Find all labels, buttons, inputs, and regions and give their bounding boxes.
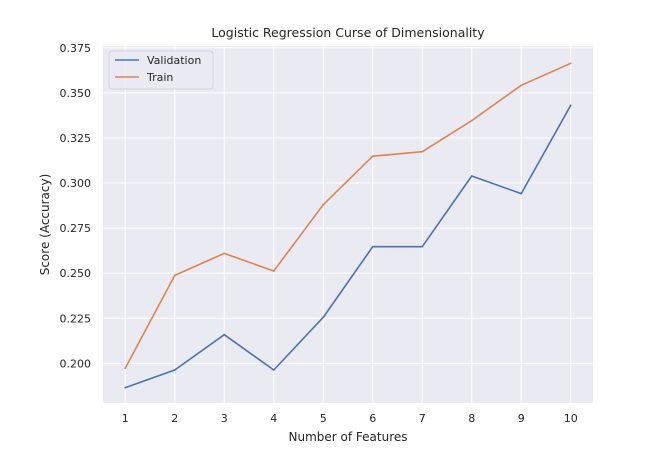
- legend-label: Train: [146, 71, 173, 84]
- y-tick-label: 0.225: [60, 312, 92, 325]
- y-tick-label: 0.375: [60, 42, 92, 55]
- x-tick-label: 9: [518, 412, 525, 425]
- data-point: [569, 104, 572, 107]
- x-tick-label: 1: [122, 412, 129, 425]
- series-train: [124, 62, 572, 370]
- data-point: [421, 245, 424, 248]
- data-point: [470, 175, 473, 177]
- y-tick-labels: 0.200 0.225 0.250 0.275 0.300 0.325 0.350 0.375: [60, 42, 92, 371]
- x-gridlines: [124, 46, 572, 403]
- y-tick-label: 0.200: [60, 357, 92, 370]
- y-tick-label: 0.350: [60, 87, 92, 100]
- y-tick-label: 0.250: [60, 267, 92, 280]
- series-line: [124, 62, 572, 369]
- data-point: [371, 245, 374, 248]
- x-tick-label: 4: [270, 412, 277, 425]
- data-point: [223, 252, 226, 255]
- data-point: [124, 367, 127, 370]
- y-tick-label: 0.325: [60, 132, 92, 145]
- y-tick-label: 0.275: [60, 222, 92, 235]
- x-tick-label: 3: [221, 412, 228, 425]
- y-tick-label: 0.300: [60, 177, 92, 190]
- data-point: [371, 155, 374, 158]
- x-tick-labels: 1 2 3 4 5 6 7 8 9 10: [122, 412, 578, 425]
- x-tick-label: 6: [369, 412, 376, 425]
- series-validation: [124, 104, 572, 389]
- legend: Validation Train: [108, 50, 214, 90]
- plot-area: [103, 46, 593, 403]
- x-axis-label: Number of Features: [289, 430, 408, 444]
- data-point: [322, 203, 325, 206]
- data-point: [520, 192, 523, 195]
- chart-title: Logistic Regression Curse of Dimensional…: [211, 25, 485, 40]
- data-point: [569, 62, 572, 65]
- series-line: [125, 104, 572, 389]
- x-tick-label: 7: [419, 412, 426, 425]
- legend-label: Validation: [147, 54, 201, 67]
- x-tick-label: 5: [320, 412, 327, 425]
- data-point: [173, 369, 176, 371]
- x-tick-label: 2: [171, 412, 178, 425]
- data-point: [322, 316, 325, 319]
- data-point: [173, 274, 176, 277]
- data-point: [272, 270, 275, 272]
- x-tick-label: 10: [564, 412, 578, 425]
- data-point: [272, 369, 275, 371]
- series-layer: [124, 62, 572, 389]
- data-point: [520, 84, 523, 87]
- data-point: [421, 150, 424, 153]
- data-point: [470, 119, 473, 122]
- data-point: [124, 386, 127, 389]
- data-point: [223, 333, 226, 336]
- x-tick-label: 8: [468, 412, 475, 425]
- y-axis-label: Score (Accuracy): [38, 174, 52, 276]
